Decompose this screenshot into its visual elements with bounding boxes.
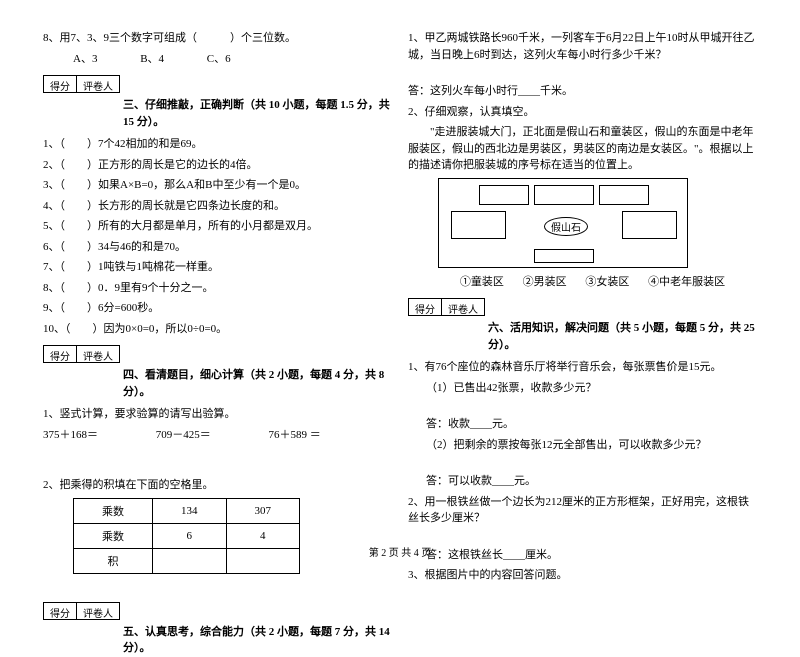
zone-box bbox=[599, 185, 649, 205]
word-problem-1b-ans: 答：可以收款____元。 bbox=[408, 473, 757, 490]
score-label: 得分 bbox=[408, 298, 441, 316]
zone-box bbox=[451, 211, 506, 239]
question-8: 8、用7、3、9三个数字可组成（ ）个三位数。 bbox=[43, 30, 392, 47]
score-box-3: 得分 评卷人 bbox=[43, 75, 392, 93]
grader-label: 评卷人 bbox=[76, 75, 120, 93]
score-box-5: 得分 评卷人 bbox=[43, 602, 392, 620]
page-footer: 第 2 页 共 4 页 bbox=[0, 544, 800, 559]
judge-item: 4、（ ）长方形的周长就是它四条边长度的和。 bbox=[43, 198, 392, 215]
section-6-title: 六、活用知识，解决问题（共 5 小题，每题 5 分，共 25 分）。 bbox=[408, 320, 757, 353]
choice-a: A、3 bbox=[73, 51, 97, 68]
multiply-table: 乘数134307 乘数64 积 bbox=[73, 498, 300, 574]
rock-label: 假山石 bbox=[544, 217, 588, 236]
judge-list: 1、（ ）7个42相加的和是69。 2、（ ）正方形的周长是它的边长的4倍。 3… bbox=[43, 136, 392, 337]
judge-item: 10、（ ）因为0×0=0，所以0÷0=0。 bbox=[43, 321, 392, 338]
choice-b: B、4 bbox=[140, 51, 164, 68]
judge-item: 9、（ ）6分=600秒。 bbox=[43, 300, 392, 317]
expr-a: 375＋168＝ bbox=[43, 427, 153, 444]
word-problem-3: 3、根据图片中的内容回答问题。 bbox=[408, 567, 757, 584]
expr-c: 76＋589 ＝ bbox=[269, 427, 321, 444]
opt-2: ②男装区 bbox=[523, 276, 567, 288]
section-5-title: 五、认真思考，综合能力（共 2 小题，每题 7 分，共 14 分）。 bbox=[43, 624, 392, 657]
score-box-6: 得分 评卷人 bbox=[408, 298, 757, 316]
word-problem-2: 2、用一根铁丝做一个边长为212厘米的正方形框架，正好用完，这根铁丝长多少厘米？ bbox=[408, 494, 757, 527]
layout-diagram: 假山石 bbox=[438, 178, 688, 268]
judge-item: 6、（ ）34与46的和是70。 bbox=[43, 239, 392, 256]
judge-item: 2、（ ）正方形的周长是它的边长的4倍。 bbox=[43, 157, 392, 174]
judge-item: 3、（ ）如果A×B=0，那么A和B中至少有一个是0。 bbox=[43, 177, 392, 194]
score-label: 得分 bbox=[43, 345, 76, 363]
gate-box bbox=[534, 249, 594, 263]
problem-1: 1、甲乙两城铁路长960千米，一列客车于6月22日上午10时从甲城开往乙城，当日… bbox=[408, 30, 757, 63]
problem-2: 2、仔细观察，认真填空。 bbox=[408, 104, 757, 121]
judge-item: 7、（ ）1吨铁与1吨棉花一样重。 bbox=[43, 259, 392, 276]
zone-box bbox=[622, 211, 677, 239]
expr-b: 709－425＝ bbox=[156, 427, 266, 444]
grader-label: 评卷人 bbox=[76, 345, 120, 363]
section-4-title: 四、看清题目，细心计算（共 2 小题，每题 4 分，共 8 分）。 bbox=[43, 367, 392, 400]
zone-box bbox=[479, 185, 529, 205]
problem-1-answer: 答：这列火车每小时行____千米。 bbox=[408, 83, 757, 100]
score-label: 得分 bbox=[43, 75, 76, 93]
cell: 134 bbox=[153, 498, 227, 523]
section-3-title: 三、仔细推敲，正确判断（共 10 小题，每题 1.5 分，共 15 分）。 bbox=[43, 97, 392, 130]
choice-c: C、6 bbox=[207, 51, 231, 68]
opt-4: ④中老年服装区 bbox=[648, 276, 725, 288]
judge-item: 5、（ ）所有的大月都是单月，所有的小月都是双月。 bbox=[43, 218, 392, 235]
cell: 307 bbox=[226, 498, 300, 523]
word-problem-1a: （1）已售出42张票，收款多少元？ bbox=[408, 380, 757, 397]
opt-1: ①童装区 bbox=[460, 276, 504, 288]
word-problem-1a-ans: 答：收款____元。 bbox=[408, 416, 757, 433]
judge-item: 1、（ ）7个42相加的和是69。 bbox=[43, 136, 392, 153]
zone-box bbox=[534, 185, 594, 205]
word-problem-1b: （2）把剩余的票按每张12元全部售出，可以收款多少元？ bbox=[408, 437, 757, 454]
calc-q1: 1、竖式计算，要求验算的请写出验算。 bbox=[43, 406, 392, 423]
grader-label: 评卷人 bbox=[76, 602, 120, 620]
calc-q1-expr: 375＋168＝ 709－425＝ 76＋589 ＝ bbox=[43, 427, 392, 444]
word-problem-1: 1、有76个座位的森林音乐厅将举行音乐会，每张票售价是15元。 bbox=[408, 359, 757, 376]
opt-3: ③女装区 bbox=[585, 276, 629, 288]
q8-choices: A、3 B、4 C、6 bbox=[43, 51, 392, 68]
calc-q2: 2、把乘得的积填在下面的空格里。 bbox=[43, 477, 392, 494]
grader-label: 评卷人 bbox=[441, 298, 485, 316]
judge-item: 8、（ ）0．9里有9个十分之一。 bbox=[43, 280, 392, 297]
problem-2-desc: "走进服装城大门，正北面是假山石和童装区，假山的东面是中老年服装区，假山的西北边… bbox=[408, 124, 757, 174]
zone-options: ①童装区 ②男装区 ③女装区 ④中老年服装区 bbox=[408, 274, 757, 291]
score-label: 得分 bbox=[43, 602, 76, 620]
score-box-4: 得分 评卷人 bbox=[43, 345, 392, 363]
cell: 乘数 bbox=[74, 498, 153, 523]
